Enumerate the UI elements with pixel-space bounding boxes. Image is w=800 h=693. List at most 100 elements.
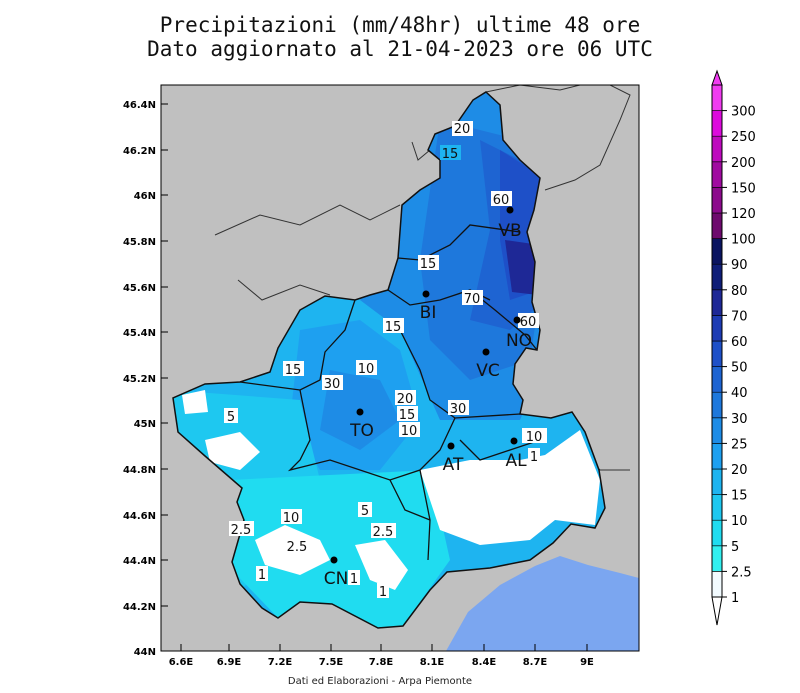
svg-text:9E: 9E <box>580 657 594 668</box>
contour-label: 1 <box>348 570 360 587</box>
lat-tick: 44N <box>134 647 168 658</box>
lon-tick: 7.2E <box>268 644 293 668</box>
contour-label: 1 <box>377 583 389 600</box>
svg-text:5: 5 <box>361 504 369 519</box>
contour-label: 30 <box>448 400 469 417</box>
legend-label: 1 <box>731 591 739 606</box>
svg-text:15: 15 <box>285 363 302 378</box>
legend-label: 5 <box>731 540 739 555</box>
lat-tick: 45N <box>134 419 168 430</box>
lat-tick: 45.2N <box>123 374 168 385</box>
legend-swatch <box>711 417 723 444</box>
legend-label: 80 <box>731 284 748 299</box>
map-title-line2: Dato aggiornato al 21-04-2023 ore 06 UTC <box>147 37 653 61</box>
svg-text:15: 15 <box>420 257 437 272</box>
svg-text:70: 70 <box>464 292 481 307</box>
contour-label: 20 <box>395 390 416 407</box>
svg-text:NO: NO <box>506 331 532 351</box>
contour-label: 15 <box>283 361 304 378</box>
lat-tick: 45.8N <box>123 237 168 248</box>
lon-axis: 6.6E 6.9E 7.2E 7.5E 7.8E 8.1E 8.4E 8.7E … <box>169 644 594 668</box>
svg-text:8.7E: 8.7E <box>523 657 548 668</box>
svg-text:5: 5 <box>227 410 235 425</box>
contour-label: 1 <box>256 566 268 583</box>
legend-swatch <box>711 110 723 137</box>
city-markers: VB BI NO VC TO AT AL CN <box>324 206 532 589</box>
legend-swatch <box>711 289 723 316</box>
credit-text: Dati ed Elaborazioni - Arpa Piemonte <box>287 676 473 687</box>
contour-label: 30 <box>322 375 343 392</box>
legend-swatch <box>711 443 723 470</box>
legend-label: 10 <box>731 514 748 529</box>
svg-text:44.2N: 44.2N <box>123 602 156 613</box>
svg-text:60: 60 <box>520 315 537 330</box>
contour-label: 2.5 <box>285 538 310 555</box>
lat-tick: 44.4N <box>123 556 168 567</box>
svg-text:2.5: 2.5 <box>287 540 308 555</box>
legend-swatch <box>711 263 723 291</box>
svg-text:1: 1 <box>379 585 387 600</box>
legend-swatch <box>711 366 723 393</box>
map-title-line1: Precipitazioni (mm/48hr) ultime 48 ore <box>159 13 641 37</box>
legend-label: 70 <box>731 309 748 324</box>
svg-text:7.5E: 7.5E <box>319 657 344 668</box>
svg-text:60: 60 <box>493 193 510 208</box>
map-frame <box>160 84 640 652</box>
lon-tick: 8.1E <box>420 644 445 668</box>
legend-label: 2.5 <box>731 565 752 580</box>
svg-text:6.6E: 6.6E <box>169 657 194 668</box>
legend-swatch <box>711 494 723 521</box>
svg-text:7.2E: 7.2E <box>268 657 293 668</box>
legend-swatch <box>711 468 723 495</box>
svg-text:15: 15 <box>399 408 416 423</box>
contour-label: 15 <box>418 255 439 272</box>
sea-area <box>446 556 639 651</box>
legend-label: 25 <box>731 437 748 452</box>
contour-labels: 20 15 60 15 70 15 10 15 10 30 5 20 15 10… <box>224 121 547 600</box>
svg-text:AL: AL <box>505 451 527 471</box>
legend-bottom-arrow <box>711 596 723 626</box>
svg-text:TO: TO <box>349 421 374 441</box>
svg-text:46.4N: 46.4N <box>123 100 156 111</box>
svg-text:BI: BI <box>420 303 437 323</box>
legend-label: 30 <box>731 412 748 427</box>
city-bi: BI <box>420 290 437 323</box>
svg-text:20: 20 <box>397 392 414 407</box>
contour-label: 2.5 <box>229 521 254 538</box>
svg-text:20: 20 <box>454 122 471 137</box>
svg-text:30: 30 <box>324 377 341 392</box>
city-vc: VC <box>476 348 500 381</box>
svg-text:8.1E: 8.1E <box>420 657 445 668</box>
lat-tick: 44.2N <box>123 602 168 613</box>
legend-top-arrow <box>711 69 723 86</box>
lat-tick: 45.6N <box>123 283 168 294</box>
legend-swatch <box>711 238 723 265</box>
svg-text:44N: 44N <box>134 647 156 658</box>
legend-label: 300 <box>731 105 756 120</box>
contour-label: 5 <box>358 502 372 519</box>
svg-text:AT: AT <box>443 455 464 475</box>
svg-text:15: 15 <box>385 320 402 335</box>
lat-tick: 44.8N <box>123 465 168 476</box>
lat-tick: 44.6N <box>123 511 168 522</box>
svg-text:10: 10 <box>401 424 418 439</box>
contour-label: 5 <box>224 408 238 425</box>
contour-label: 15 <box>440 145 461 162</box>
lon-tick: 8.4E <box>472 644 496 668</box>
svg-text:1: 1 <box>350 572 358 587</box>
province-borders <box>239 224 541 561</box>
contour-label: 70 <box>462 290 483 307</box>
svg-text:10: 10 <box>358 362 375 377</box>
svg-text:45.8N: 45.8N <box>123 237 156 248</box>
city-al: AL <box>505 437 527 471</box>
lon-tick: 6.6E <box>169 644 194 668</box>
legend-swatch <box>711 212 723 239</box>
lon-tick: 8.7E <box>523 644 548 668</box>
lon-tick: 7.5E <box>319 644 344 668</box>
svg-text:45.2N: 45.2N <box>123 374 156 385</box>
svg-text:45N: 45N <box>134 419 156 430</box>
svg-text:VC: VC <box>476 361 500 381</box>
legend-swatch <box>711 187 723 214</box>
svg-text:30: 30 <box>450 402 467 417</box>
legend-label: 15 <box>731 489 748 504</box>
